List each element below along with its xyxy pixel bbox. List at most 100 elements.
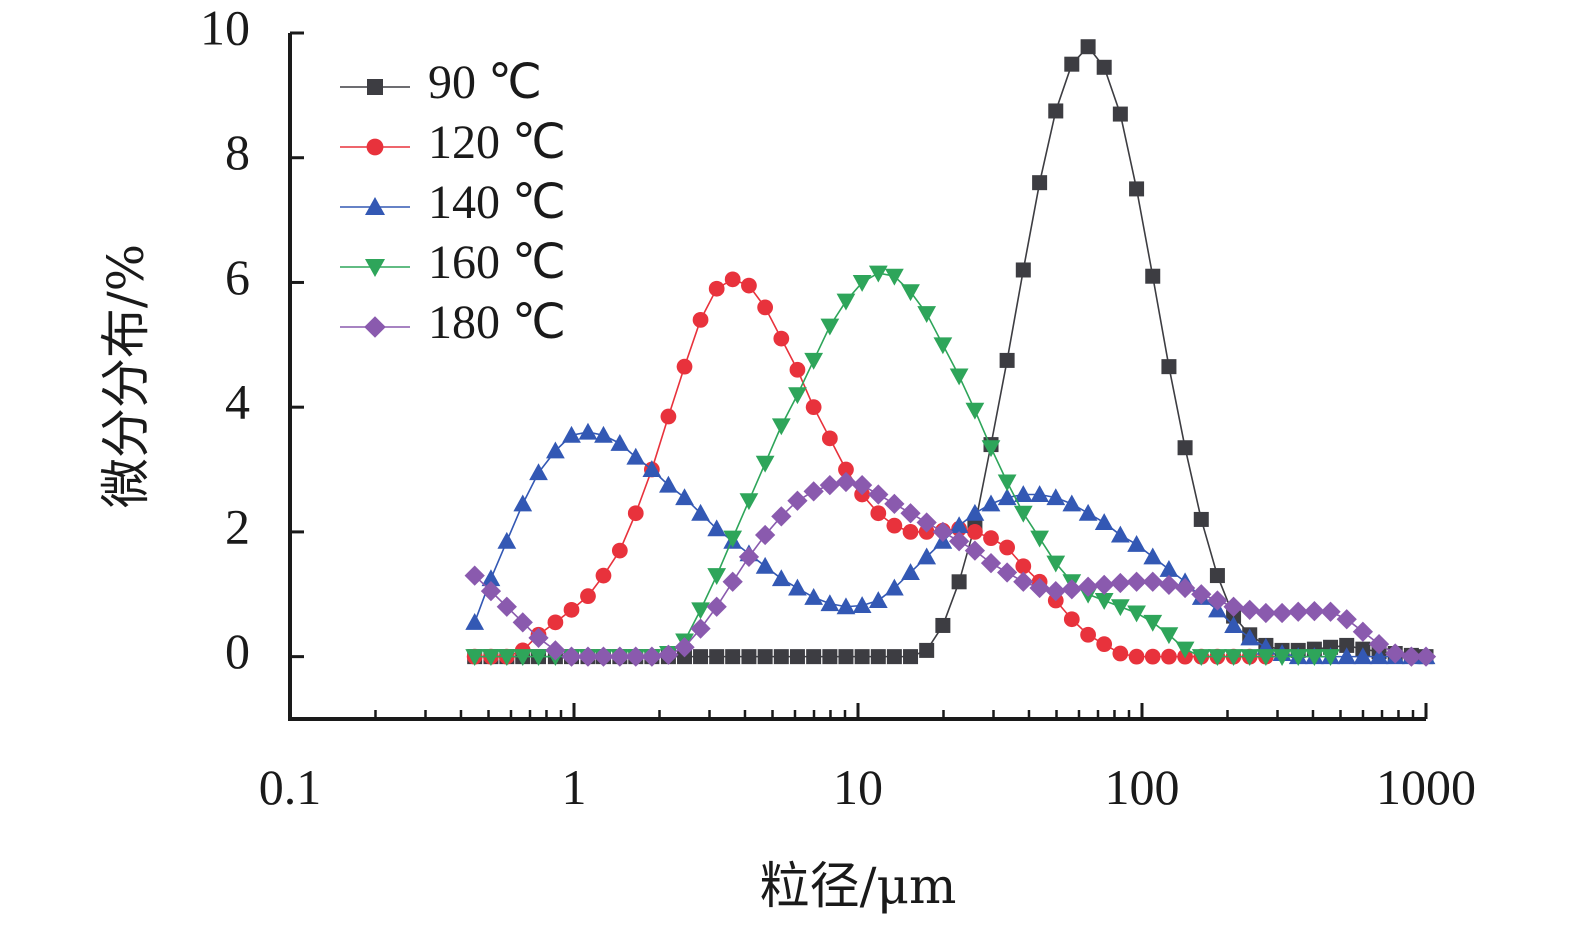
data-point <box>709 649 725 665</box>
legend-item: 160 ℃ <box>340 236 566 289</box>
data-point <box>1013 571 1034 592</box>
data-point <box>691 602 710 620</box>
data-point <box>1174 577 1196 599</box>
y-axis-title: 微分分布/% <box>97 244 155 508</box>
data-point <box>949 368 969 386</box>
data-point <box>1401 646 1422 667</box>
legend-marker <box>365 197 385 215</box>
tick-marks <box>288 31 1428 719</box>
data-point <box>965 402 985 420</box>
data-point <box>724 271 741 288</box>
data-point <box>1209 568 1225 584</box>
data-point <box>771 506 792 527</box>
data-point <box>804 352 824 370</box>
data-point <box>1240 628 1260 646</box>
data-point <box>1061 579 1082 600</box>
x-axis-title: 粒径/μm <box>760 857 957 915</box>
data-point <box>851 475 873 496</box>
data-point <box>755 556 775 574</box>
data-point <box>1321 649 1340 667</box>
data-point <box>481 569 501 587</box>
data-point <box>1110 525 1130 543</box>
data-point <box>546 441 565 459</box>
data-point <box>900 503 921 524</box>
data-point <box>1143 547 1163 565</box>
data-point <box>722 571 743 592</box>
legend-label: 140 ℃ <box>428 176 566 229</box>
data-point <box>1369 647 1389 665</box>
data-point <box>626 447 646 465</box>
data-point <box>1127 605 1146 623</box>
data-point <box>1353 647 1373 665</box>
data-point <box>757 299 774 316</box>
data-point <box>1064 56 1080 72</box>
data-point <box>1096 59 1112 75</box>
data-point <box>738 546 760 567</box>
data-point <box>676 358 693 375</box>
data-point <box>789 649 805 665</box>
data-point <box>1015 558 1032 575</box>
data-point <box>964 540 986 561</box>
data-point <box>723 530 743 548</box>
data-point <box>675 488 694 506</box>
data-point <box>773 649 789 665</box>
data-point <box>528 627 549 649</box>
series-layer <box>464 39 1437 667</box>
data-point <box>496 596 517 617</box>
data-point <box>854 649 870 665</box>
data-point <box>1320 601 1341 622</box>
data-point <box>916 512 937 533</box>
data-point <box>1094 574 1115 596</box>
data-point <box>690 618 711 639</box>
data-point <box>820 318 840 336</box>
data-point <box>838 649 854 665</box>
data-point <box>965 503 985 521</box>
data-point <box>708 280 725 297</box>
data-point <box>822 649 838 665</box>
data-point <box>692 311 709 328</box>
y-tick-label: 4 <box>225 374 250 430</box>
data-point <box>1080 626 1096 643</box>
data-point <box>949 516 969 534</box>
data-point <box>1045 581 1066 602</box>
data-point <box>1339 637 1355 653</box>
data-point <box>1239 599 1260 620</box>
data-point <box>903 649 919 665</box>
data-point <box>577 646 599 667</box>
data-point <box>641 646 662 667</box>
data-point <box>1046 488 1066 506</box>
data-point <box>981 440 1001 458</box>
data-point <box>1145 268 1161 284</box>
data-point <box>578 422 598 440</box>
data-point <box>707 519 727 537</box>
data-point <box>529 463 548 481</box>
y-tick-label: 2 <box>225 498 250 554</box>
data-point <box>725 649 741 665</box>
data-point <box>741 277 757 294</box>
data-point <box>741 649 757 665</box>
data-point <box>595 567 612 584</box>
legend-item: 180 ℃ <box>340 296 566 349</box>
data-point <box>465 649 485 667</box>
data-point <box>1272 649 1292 667</box>
data-point <box>838 461 854 478</box>
data-point <box>627 505 644 522</box>
data-point <box>1144 648 1161 665</box>
data-point <box>1161 359 1177 375</box>
data-point <box>868 591 888 609</box>
data-point <box>464 565 485 586</box>
x-tick-label: 1000 <box>1376 759 1476 815</box>
data-point <box>803 481 824 502</box>
data-point <box>563 601 580 618</box>
series-5 <box>464 471 1437 667</box>
data-point <box>1143 614 1163 632</box>
x-tick-label: 100 <box>1105 759 1180 815</box>
data-point <box>1336 609 1357 630</box>
y-tick-label: 10 <box>200 0 250 55</box>
data-point <box>593 646 614 667</box>
data-point <box>1385 643 1406 664</box>
data-point <box>932 521 953 543</box>
data-point <box>561 646 582 667</box>
data-point <box>706 596 727 617</box>
